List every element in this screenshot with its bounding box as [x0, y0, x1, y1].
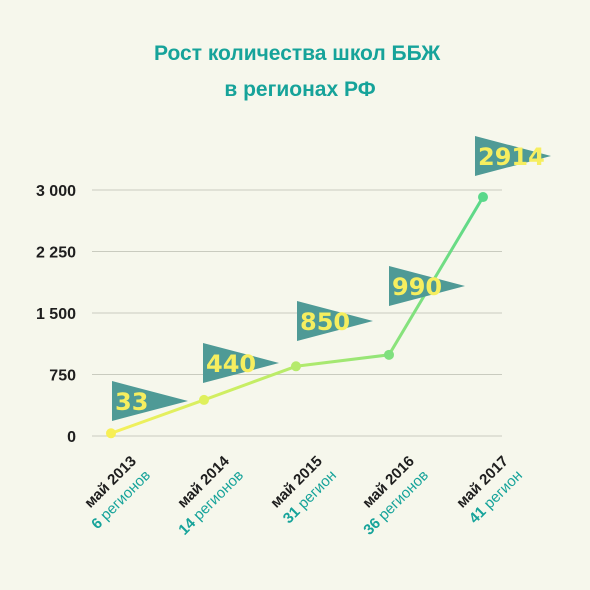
data-point: [478, 192, 488, 203]
chart-title: Рост количества школ ББЖ в регионах РФ: [154, 42, 446, 101]
data-label: 2914: [478, 143, 545, 171]
value-flag: 2914: [475, 136, 551, 176]
value-flag: 990: [389, 266, 465, 306]
data-label: 850: [300, 308, 350, 336]
flag-shape: [297, 301, 373, 341]
flag-shape: [203, 343, 279, 383]
value-flags: 33 440 850 990 2914: [112, 136, 551, 421]
chart-title-line-1: Рост количества школ ББЖ: [154, 42, 441, 65]
y-tick-label: 3 000: [36, 183, 76, 200]
data-point: [106, 428, 116, 439]
data-label: 990: [392, 273, 442, 301]
data-point: [199, 394, 209, 405]
y-tick-label: 0: [67, 429, 76, 446]
y-tick-label: 750: [49, 368, 76, 385]
flag-shape: [389, 266, 465, 306]
flag-shape: [112, 381, 188, 421]
y-tick-label: 2 250: [36, 245, 76, 262]
value-flag: 440: [203, 343, 279, 383]
value-flag: 33: [112, 381, 188, 421]
data-label: 33: [115, 388, 148, 416]
data-label: 440: [206, 350, 256, 378]
value-flag: 850: [297, 301, 373, 341]
data-point: [384, 349, 394, 360]
data-point: [291, 361, 301, 372]
data-series: [106, 192, 488, 439]
y-tick-label: 1 500: [36, 306, 76, 323]
chart-title-line-2: в регионах РФ: [224, 78, 375, 101]
y-axis-ticks: 0 750 1 500 2 250 3 000: [36, 183, 76, 446]
flag-shape: [475, 136, 551, 176]
